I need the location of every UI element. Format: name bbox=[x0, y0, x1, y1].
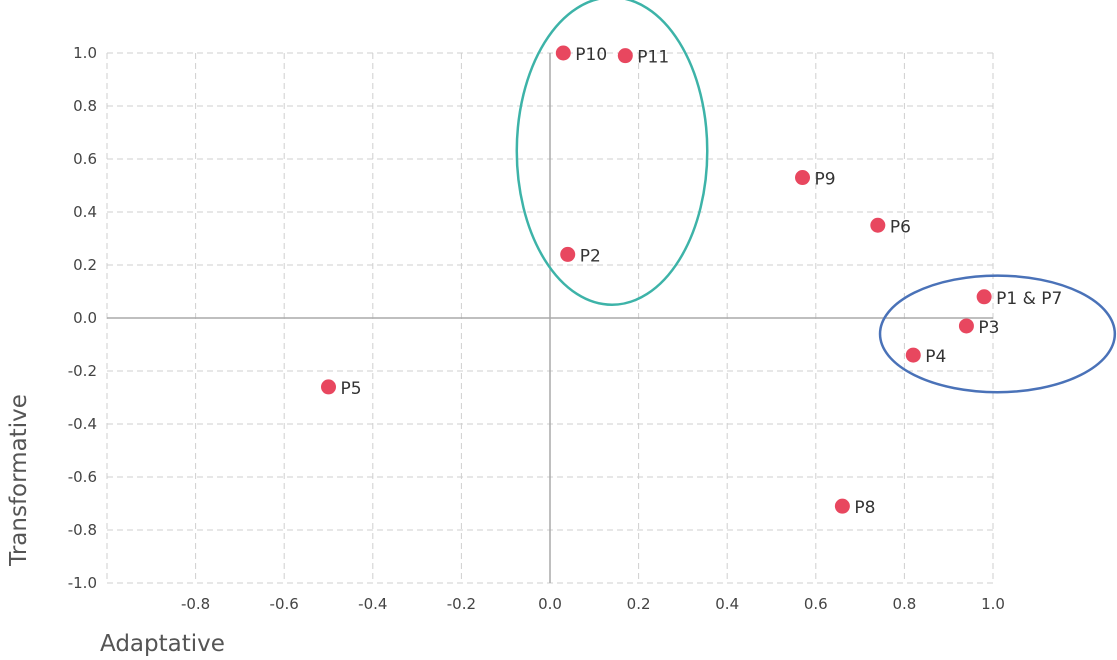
data-point-label: P2 bbox=[580, 246, 601, 266]
y-tick-label: 0.8 bbox=[73, 97, 97, 115]
y-tick-label: -0.2 bbox=[68, 362, 97, 380]
x-tick-label: -0.8 bbox=[181, 595, 210, 613]
data-point-label: P6 bbox=[890, 217, 911, 237]
x-tick-label: -0.4 bbox=[358, 595, 387, 613]
y-tick-label: -0.6 bbox=[68, 468, 97, 486]
x-axis-label: Adaptative bbox=[100, 631, 225, 657]
x-tick-label: -0.6 bbox=[270, 595, 299, 613]
y-tick-label: 1.0 bbox=[73, 44, 97, 62]
y-tick-label: -1.0 bbox=[68, 574, 97, 592]
x-tick-label: 0.8 bbox=[892, 595, 916, 613]
x-tick-label: -0.2 bbox=[447, 595, 476, 613]
cluster-ellipse bbox=[878, 274, 1117, 394]
y-tick-label: 0.0 bbox=[73, 309, 97, 327]
data-point-label: P11 bbox=[637, 48, 669, 68]
data-point bbox=[560, 246, 576, 262]
x-tick-label: 0.4 bbox=[715, 595, 739, 613]
data-point-label: P8 bbox=[854, 498, 875, 518]
y-tick-labels: 1.0 0.8 0.6 0.4 0.2 0.0 -0.2 -0.4 -0.6 -0.8 -1.0 bbox=[68, 44, 97, 592]
x-tick-label: 0.2 bbox=[627, 595, 651, 613]
y-tick-label: 0.2 bbox=[73, 256, 97, 274]
x-tick-labels: -0.8 -0.6 -0.4 -0.2 0.0 0.2 0.4 0.6 0.8 1.0 bbox=[181, 595, 1005, 613]
data-points: P10 P11 P9 P6 P2 P1 & P7 P3 P4 P5 P8 bbox=[321, 45, 1062, 518]
data-point bbox=[795, 170, 811, 186]
data-point-label: P5 bbox=[341, 379, 362, 399]
y-tick-label: 0.4 bbox=[73, 203, 97, 221]
cluster-ellipses bbox=[515, 0, 1117, 394]
x-tick-label: 0.6 bbox=[804, 595, 828, 613]
cluster-ellipse bbox=[515, 0, 709, 306]
data-point bbox=[958, 318, 974, 334]
y-axis-label: Transformative bbox=[6, 394, 32, 567]
zero-axes bbox=[107, 53, 993, 583]
data-point-label: P3 bbox=[978, 318, 999, 338]
data-point bbox=[617, 48, 633, 64]
y-tick-label: 0.6 bbox=[73, 150, 97, 168]
data-point-label: P10 bbox=[575, 45, 607, 65]
data-point bbox=[555, 45, 571, 61]
data-point-label: P4 bbox=[925, 347, 946, 367]
data-point-label: P1 & P7 bbox=[996, 289, 1062, 309]
x-tick-label: 0.0 bbox=[538, 595, 562, 613]
data-point bbox=[870, 217, 886, 233]
data-point-label: P9 bbox=[815, 170, 836, 190]
data-point bbox=[905, 347, 921, 363]
x-tick-label: 1.0 bbox=[981, 595, 1005, 613]
data-point bbox=[321, 379, 336, 395]
data-point bbox=[976, 289, 992, 305]
y-tick-label: -0.4 bbox=[68, 415, 97, 433]
data-point bbox=[834, 498, 850, 514]
y-tick-label: -0.8 bbox=[68, 521, 97, 539]
